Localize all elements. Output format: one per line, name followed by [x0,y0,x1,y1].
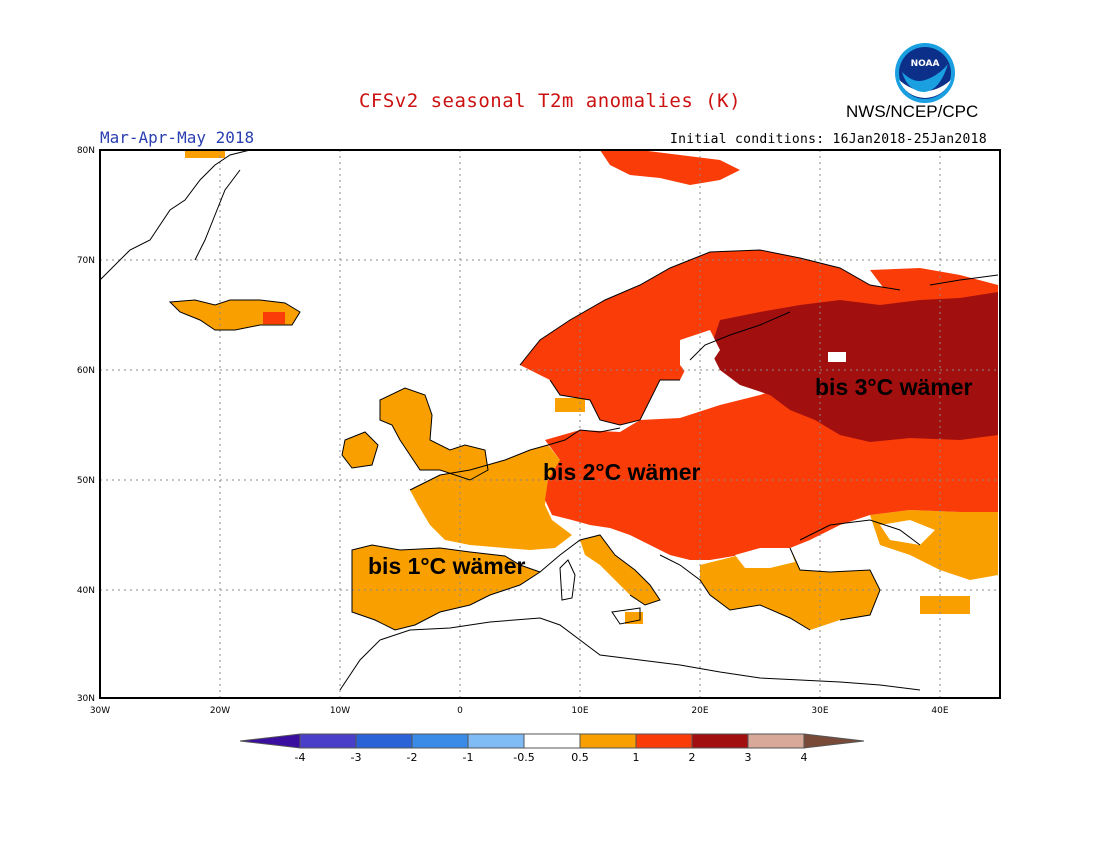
lon-label: 10E [571,706,588,716]
agency-label: NWS/NCEP/CPC [846,102,979,121]
lat-label: 60N [77,366,95,376]
colorbar-cell [467,733,525,749]
colorbar-cell [355,733,413,749]
colorbar-tick-label: 2 [689,751,696,764]
annotation-3c: bis 3°C wämer [815,374,973,400]
lat-label: 70N [77,256,95,266]
annotation-2c: bis 2°C wämer [543,459,701,485]
colorbar-cell [635,733,693,749]
lat-label: 30N [77,694,95,704]
map-frame [99,149,1001,699]
anomaly-shading [170,150,998,630]
colorbar-tick-label: -0.5 [513,751,534,764]
colorbar-arrow-right [803,733,865,749]
colorbar-cell [579,733,637,749]
lon-label: 20E [691,706,708,716]
coastlines [99,149,999,691]
lon-label: 10W [330,706,350,716]
colorbar-tick-label: 1 [633,751,640,764]
period-label: Mar-Apr-May 2018 [100,128,255,147]
latitude-labels: 80N 70N 60N 50N 40N 30N [77,146,95,704]
initial-conditions-label: Initial conditions: 16Jan2018-25Jan2018 [670,132,987,147]
colorbar-tick-label: 3 [745,751,752,764]
colorbar-cell [747,733,805,749]
annotation-1c: bis 1°C wämer [368,553,526,579]
colorbar: -4 -3 -2 -1 -0.5 0.5 1 2 3 4 [239,733,865,764]
colorbar-tick-label: 0.5 [571,751,589,764]
colorbar-tick-label: -2 [407,751,418,764]
lat-label: 40N [77,586,95,596]
colorbar-tick-label: -3 [351,751,362,764]
lat-label: 80N [77,146,95,156]
graticule [100,150,1000,698]
lon-label: 20W [210,706,230,716]
colorbar-tick-label: -4 [295,751,306,764]
lon-label: 30E [811,706,828,716]
colorbar-tick-label: 4 [801,751,808,764]
page-title: CFSv2 seasonal T2m anomalies (K) [358,90,742,112]
colorbar-cell [691,733,749,749]
logo-text: NOAA [911,59,940,69]
colorbar-cell [299,733,357,749]
longitude-labels: 30W 20W 10W 0 10E 20E 30E 40E [90,706,949,716]
colorbar-arrow-left [239,733,301,749]
lon-label: 0 [457,706,463,716]
noaa-logo: NOAA [895,43,955,103]
colorbar-cell [523,733,581,749]
lon-label: 40E [931,706,948,716]
colorbar-cell [411,733,469,749]
lon-label: 30W [90,706,110,716]
colorbar-tick-label: -1 [463,751,474,764]
lat-label: 50N [77,476,95,486]
